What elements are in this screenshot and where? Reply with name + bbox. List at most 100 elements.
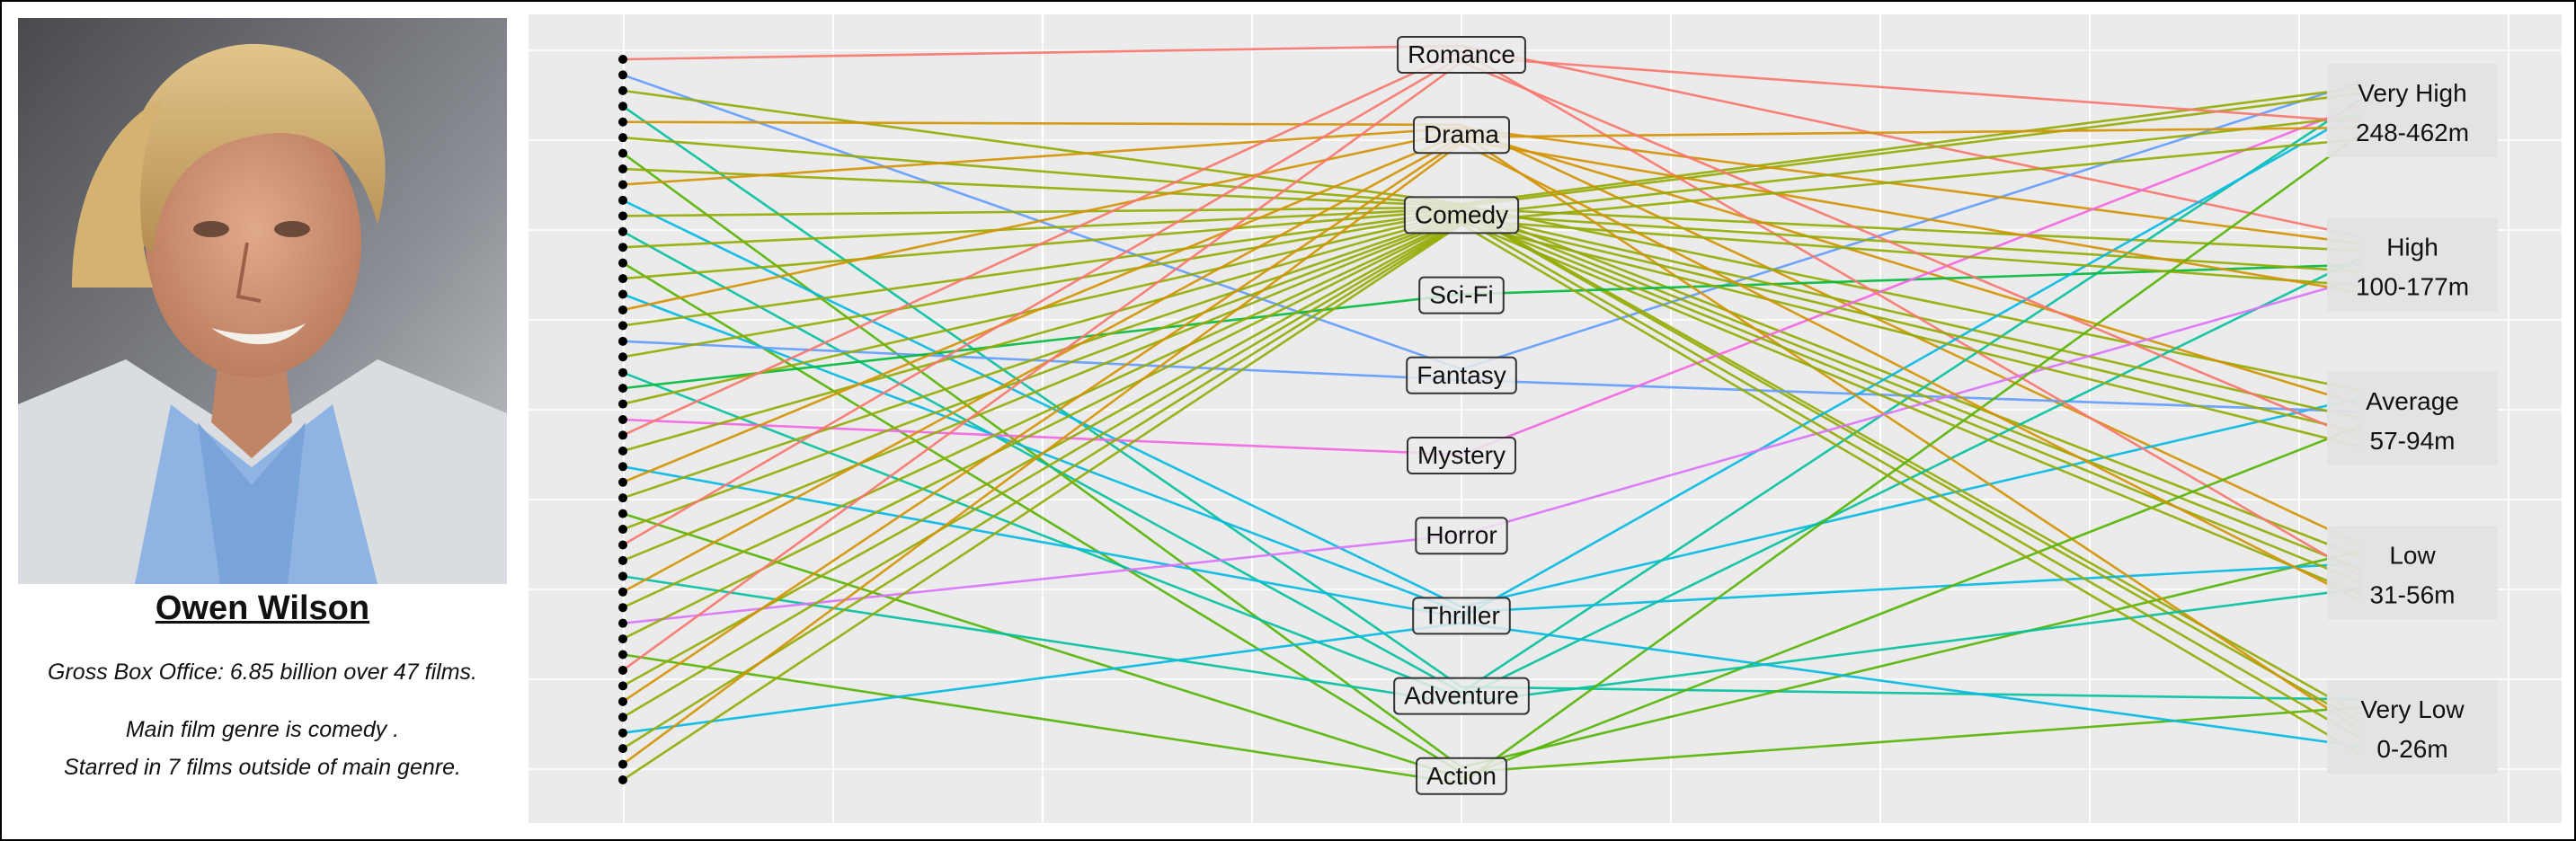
film-point-32 xyxy=(618,540,627,550)
film-point-4 xyxy=(618,102,627,111)
genre-label-fantasy: Fantasy xyxy=(1406,356,1517,394)
genre-label-text: Thriller xyxy=(1423,601,1500,629)
genre-label-box xyxy=(1416,757,1507,795)
link-film-29-to-comedy xyxy=(622,214,1462,500)
link-thriller-to-very-high xyxy=(1461,109,2362,619)
level-label-box xyxy=(2327,526,2498,620)
film-point-31 xyxy=(618,525,627,535)
link-film-13-to-comedy xyxy=(622,207,1462,249)
chart-links xyxy=(622,44,2362,785)
link-thriller-to-very-low xyxy=(1461,622,2362,748)
film-point-38 xyxy=(618,634,627,644)
film-point-22 xyxy=(618,384,627,394)
link-action-to-very-high xyxy=(1461,132,2362,784)
genre-label-box xyxy=(1407,437,1516,474)
link-film-47-to-comedy xyxy=(622,223,1462,782)
link-comedy-to-very-high xyxy=(1461,115,2362,217)
link-film-7-to-action xyxy=(622,152,1462,768)
level-range-text: 57-94m xyxy=(2370,427,2456,455)
link-film-28-to-drama xyxy=(622,132,1462,483)
link-thriller-to-low xyxy=(1461,562,2362,614)
genre-label-box xyxy=(1403,196,1520,235)
film-point-1 xyxy=(618,55,627,64)
link-romance-to-average xyxy=(1461,60,2362,441)
box-office-level-labels: Very High 248-462m High 100-177m Average 57-9… xyxy=(2327,64,2498,774)
link-film-1-to-romance xyxy=(622,44,1462,61)
link-romance-to-very-high xyxy=(1461,55,2362,124)
link-film-35-to-drama xyxy=(622,136,1462,593)
level-name-text: High xyxy=(2386,234,2438,261)
link-film-21-to-adventure xyxy=(622,371,1462,699)
film-point-36 xyxy=(618,603,627,613)
link-film-4-to-adventure xyxy=(622,105,1462,688)
genre-label-sci-fi: Sci-Fi xyxy=(1418,276,1505,314)
link-film-32-to-romance xyxy=(622,55,1462,546)
link-film-20-to-comedy xyxy=(622,210,1462,359)
link-drama-to-high xyxy=(1461,138,2362,294)
level-name-text: Very Low xyxy=(2360,695,2465,723)
film-point-7 xyxy=(618,148,627,158)
level-range-text: 31-56m xyxy=(2370,581,2456,609)
link-film-30-to-action xyxy=(622,512,1462,780)
level-label-box xyxy=(2327,372,2498,465)
level-label-average: Average 57-94m xyxy=(2327,372,2498,465)
film-point-41 xyxy=(618,681,627,691)
link-film-11-to-comedy xyxy=(622,206,1462,217)
link-comedy-to-very-low xyxy=(1461,209,2362,724)
link-comedy-to-average xyxy=(1461,222,2362,448)
level-label-low: Low 31-56m xyxy=(2327,526,2498,620)
genre-label-text: Action xyxy=(1426,762,1497,790)
link-film-6-to-comedy xyxy=(622,136,1462,207)
genre-label-box xyxy=(1406,356,1517,394)
gross-box-office-text: Gross Box Office: 6.85 billion over 47 f… xyxy=(48,660,477,685)
film-point-47 xyxy=(618,775,627,784)
film-point-46 xyxy=(618,759,627,769)
level-label-very-high: Very High 248-462m xyxy=(2327,64,2498,157)
film-point-16 xyxy=(618,289,627,299)
link-comedy-to-very-high xyxy=(1461,86,2362,206)
genre-label-romance: Romance xyxy=(1397,36,1526,74)
film-point-11 xyxy=(618,211,627,221)
level-label-box xyxy=(2327,680,2498,774)
link-film-27-to-thriller xyxy=(622,465,1462,619)
link-film-2-to-fantasy xyxy=(622,74,1462,371)
level-label-box xyxy=(2327,64,2498,157)
genre-label-horror: Horror xyxy=(1415,517,1508,555)
link-drama-to-very-low xyxy=(1461,133,2362,732)
link-film-39-to-action xyxy=(622,653,1462,785)
link-film-46-to-drama xyxy=(622,142,1462,766)
level-label-box xyxy=(2327,217,2498,312)
link-romance-to-high xyxy=(1461,44,2362,238)
film-point-23 xyxy=(618,399,627,409)
film-point-25 xyxy=(618,430,627,440)
link-film-42-to-drama xyxy=(622,138,1462,703)
film-point-14 xyxy=(618,258,627,268)
genre-label-text: Drama xyxy=(1424,120,1499,148)
film-point-9 xyxy=(618,180,627,190)
film-point-39 xyxy=(618,650,627,660)
film-point-29 xyxy=(618,493,627,503)
film-point-6 xyxy=(618,133,627,143)
level-name-text: Average xyxy=(2366,387,2459,415)
film-point-30 xyxy=(618,509,627,518)
link-drama-to-high xyxy=(1461,127,2362,245)
genre-label-box xyxy=(1397,36,1526,74)
genre-label-text: Romance xyxy=(1408,40,1515,68)
film-point-28 xyxy=(618,477,627,487)
link-drama-to-average xyxy=(1461,129,2362,406)
genre-label-box xyxy=(1393,677,1530,715)
film-point-10 xyxy=(618,195,627,205)
film-point-3 xyxy=(618,85,627,95)
link-thriller-to-average xyxy=(1461,396,2362,608)
link-comedy-to-low xyxy=(1461,215,2362,584)
link-film-33-to-comedy xyxy=(622,216,1462,562)
link-comedy-to-average xyxy=(1461,216,2362,434)
film-points xyxy=(618,55,627,784)
genre-label-mystery: Mystery xyxy=(1407,437,1516,474)
genre-box-office-chart: Romance Drama Comedy Sci-Fi Fantasy Mystery Ho… xyxy=(529,14,2562,823)
link-film-25-to-romance xyxy=(622,49,1462,437)
level-range-text: 248-462m xyxy=(2356,119,2469,146)
link-film-19-to-fantasy xyxy=(622,340,1462,382)
link-action-to-very-low xyxy=(1461,705,2362,775)
